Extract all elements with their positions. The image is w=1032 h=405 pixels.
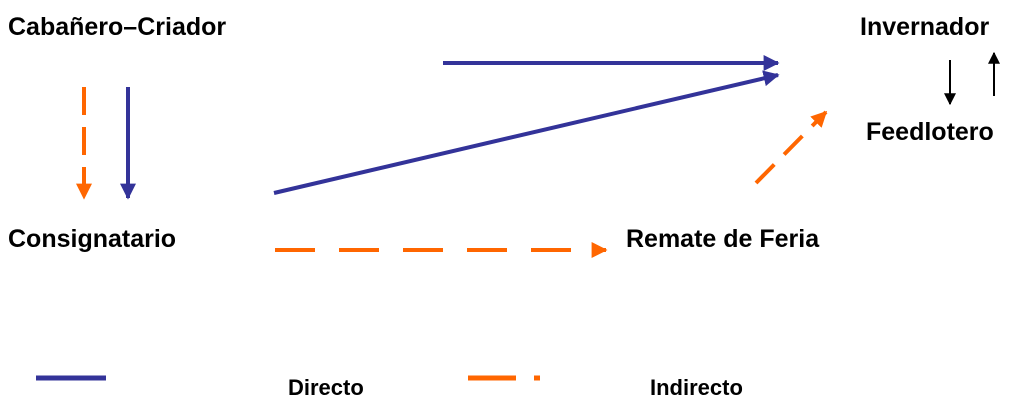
node-feedlotero: Feedlotero	[866, 118, 994, 146]
node-remate-de-feria: Remate de Feria	[626, 225, 820, 253]
arrow-remate-invernador-indirecto	[754, 110, 828, 185]
node-consignatario: Consignatario	[8, 225, 177, 253]
arrow-consignatario-invernador-directo	[273, 70, 780, 195]
legend-label-directo: Directo	[288, 375, 364, 400]
node-cabanero-criador: Cabañero–Criador	[8, 13, 227, 41]
node-invernador: Invernador	[860, 13, 990, 41]
legend-label-indirecto: Indirecto	[650, 375, 743, 400]
